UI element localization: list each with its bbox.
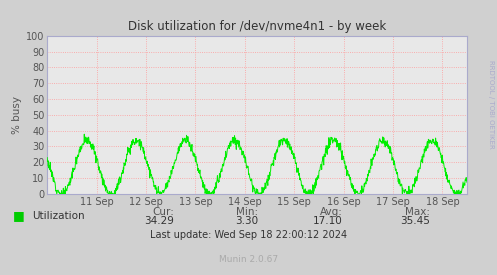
Text: Avg:: Avg: <box>320 207 343 217</box>
Text: ■: ■ <box>12 209 24 222</box>
Title: Disk utilization for /dev/nvme4n1 - by week: Disk utilization for /dev/nvme4n1 - by w… <box>128 20 386 33</box>
Text: RRDTOOL / TOBI OETIKER: RRDTOOL / TOBI OETIKER <box>488 60 494 149</box>
Text: 34.29: 34.29 <box>144 216 174 226</box>
Text: 17.10: 17.10 <box>313 216 343 226</box>
Text: 35.45: 35.45 <box>400 216 430 226</box>
Text: 3.30: 3.30 <box>235 216 258 226</box>
Text: Min:: Min: <box>236 207 258 217</box>
Text: Last update: Wed Sep 18 22:00:12 2024: Last update: Wed Sep 18 22:00:12 2024 <box>150 230 347 240</box>
Y-axis label: % busy: % busy <box>12 96 22 134</box>
Text: Munin 2.0.67: Munin 2.0.67 <box>219 255 278 264</box>
Text: Max:: Max: <box>405 207 430 217</box>
Text: Utilization: Utilization <box>32 211 85 221</box>
Text: Cur:: Cur: <box>152 207 174 217</box>
